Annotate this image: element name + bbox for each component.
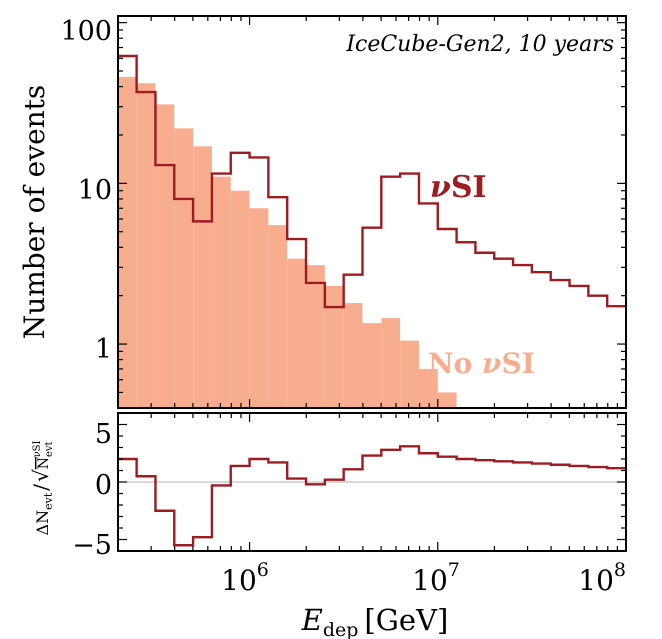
xlabel-symbol: E <box>301 603 323 637</box>
nusi-step-path <box>118 54 626 309</box>
top-panel-frame <box>117 15 627 409</box>
xtick-label-1e6: 106 <box>221 559 269 597</box>
ylabel-numerator: ΔN <box>33 510 52 536</box>
ylabel-denominator: N <box>36 457 52 469</box>
xtick-label-1e8: 108 <box>578 559 626 597</box>
no-nusi-bar <box>324 285 344 408</box>
bottom-panel-frame <box>117 412 627 552</box>
ylabel-sqrt: √ <box>29 469 53 482</box>
no-nusi-bar <box>249 208 269 408</box>
ytick-label-10: 10 <box>78 175 112 206</box>
xtick-base-1e7: 10 <box>412 564 448 597</box>
no-nusi-bar <box>174 128 194 408</box>
no-nusi-bar <box>306 265 325 408</box>
no-nusi-bar <box>400 340 419 408</box>
residual-ytick-label-5: 5 <box>95 419 112 450</box>
no-nusi-bar <box>287 258 307 408</box>
xlabel-unit: [GeV] <box>364 603 448 637</box>
xtick-exp-1e6: 6 <box>257 559 269 581</box>
residual-ytick-label-minus5: −5 <box>72 530 112 561</box>
ytick-label-1: 1 <box>95 334 112 365</box>
no-nusi-bar <box>362 323 382 408</box>
xtick-base-1e8: 10 <box>578 564 614 597</box>
no-nusi-bar <box>268 225 288 408</box>
nusi-label: νSI <box>430 170 487 205</box>
ylabel-slash: / <box>29 484 53 491</box>
no-nusi-bar <box>118 76 137 409</box>
ylabel-denominator-sup: νSI <box>32 440 43 457</box>
svg-text:ΔNevt/√NevtνSI: ΔNevt/√NevtνSI <box>29 440 55 535</box>
xtick-label-1e7: 107 <box>412 559 460 597</box>
no-nusi-bar <box>381 318 401 408</box>
no-nusi-label-text: SI <box>501 347 534 380</box>
residual-ytick-label-0: 0 <box>95 470 112 501</box>
nusi-label-text: SI <box>451 170 487 205</box>
no-nusi-bar <box>136 83 156 409</box>
no-nusi-bar <box>343 303 363 408</box>
residual-step-path <box>118 445 626 547</box>
no-nusi-bar <box>437 392 457 408</box>
residual-step-line <box>118 445 626 547</box>
xtick-exp-1e8: 8 <box>614 559 626 581</box>
residual-ylabel: ΔNevt/√NevtνSI <box>29 440 55 535</box>
no-nusi-bar <box>155 104 175 409</box>
ytick-label-100: 100 <box>60 16 112 47</box>
no-nusi-bar <box>211 176 231 408</box>
nusi-label-symbol: ν <box>430 170 451 205</box>
no-nusi-label-symbol: ν <box>482 347 501 380</box>
xtick-exp-1e7: 7 <box>448 559 460 581</box>
xlabel-sub: dep <box>323 619 359 639</box>
no-nusi-bar <box>193 146 212 408</box>
no-nusi-bar <box>418 368 438 408</box>
xtick-base-1e6: 10 <box>221 564 257 597</box>
no-nusi-label: No νSI <box>428 347 535 380</box>
top-ylabel: Number of events <box>18 85 51 340</box>
nusi-step-line <box>118 54 626 309</box>
ylabel-denominator-sub: evt <box>44 441 55 457</box>
xlabel: Edep [GeV] <box>301 603 449 639</box>
no-nusi-label-prefix: No <box>428 347 482 380</box>
no-nusi-bars <box>118 76 457 409</box>
detector-annotation: IceCube-Gen2, 10 years <box>345 32 614 57</box>
ylabel-numerator-sub: evt <box>42 492 55 510</box>
no-nusi-bar <box>230 190 250 408</box>
